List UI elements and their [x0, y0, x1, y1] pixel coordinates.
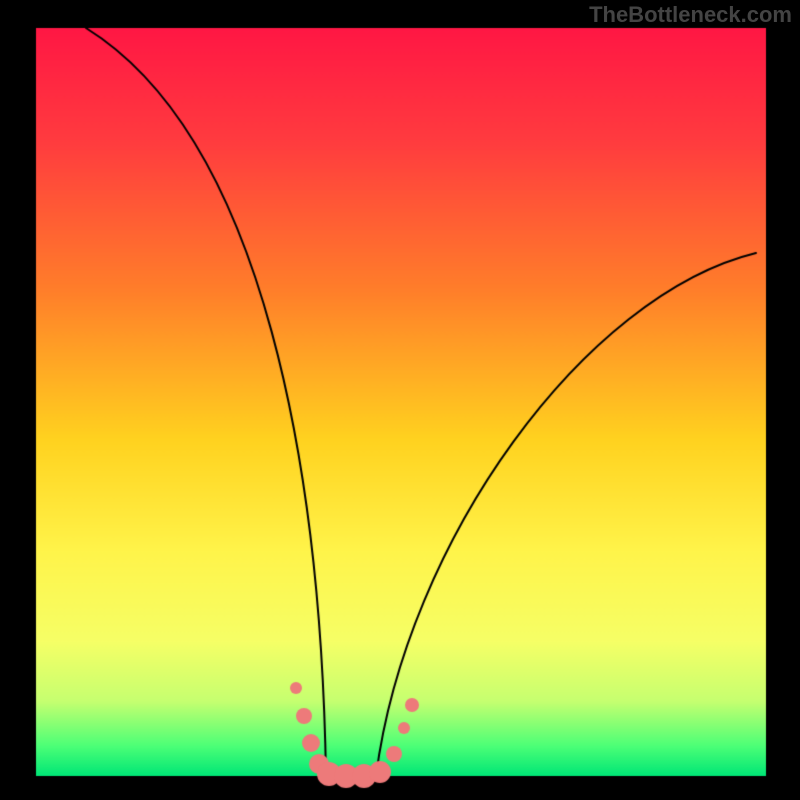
watermark-text: TheBottleneck.com [589, 2, 792, 28]
chart-container: TheBottleneck.com [0, 0, 800, 800]
bottleneck-chart-canvas [0, 0, 800, 800]
